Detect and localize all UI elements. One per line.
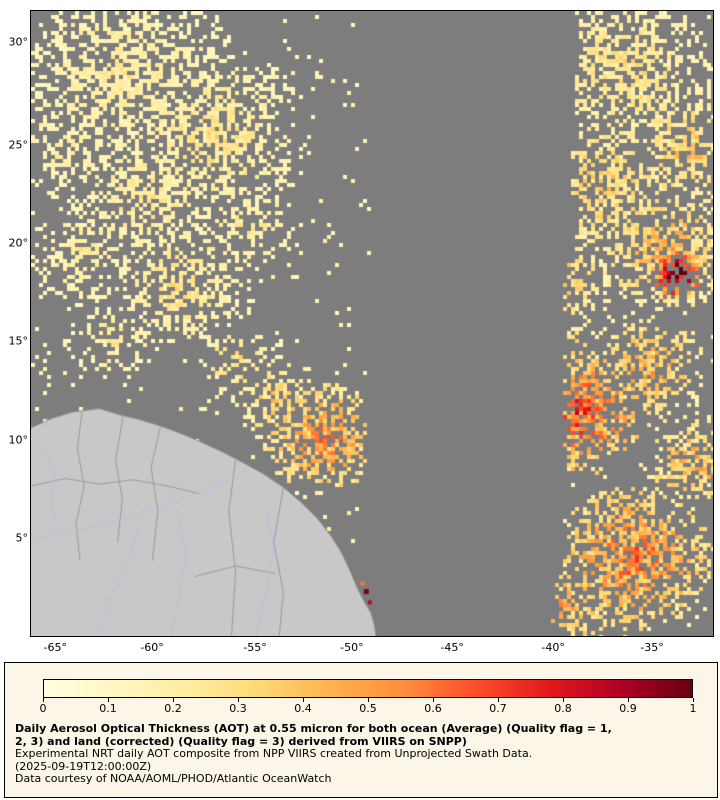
caption-line: Data courtesy of NOAA/AOML/PHOD/Atlantic…: [15, 772, 332, 786]
colorbar-tick-mark: [43, 698, 44, 702]
colorbar-tick-mark: [693, 698, 694, 702]
map-plot: [30, 10, 714, 637]
colorbar-tick-mark: [628, 698, 629, 702]
lon-tick-label: -55°: [243, 641, 267, 654]
lat-tick-label: 15°: [8, 334, 29, 348]
caption: Daily Aerosol Optical Thickness (AOT) at…: [15, 722, 612, 786]
colorbar-tick-mark: [368, 698, 369, 702]
lon-tick-label: -40°: [541, 641, 565, 654]
colorbar-tick-mark: [173, 698, 174, 702]
colorbar-tick-label: 0.8: [554, 702, 572, 715]
lon-tick-label: -65°: [43, 641, 67, 654]
lon-tick-label: -60°: [140, 641, 164, 654]
lat-tick-label: 20°: [8, 236, 29, 250]
colorbar-tick-label: 0.1: [99, 702, 117, 715]
colorbar-ticks: 0 0.1 0.2 0.3 0.4 0.5 0.6 0.7 0.8 0.9 1: [39, 698, 697, 716]
colorbar-tick-mark: [498, 698, 499, 702]
colorbar-tick-label: 0.3: [229, 702, 247, 715]
colorbar-tick-label: 0: [39, 702, 47, 715]
lat-tick-label: 25°: [8, 138, 29, 152]
colorbar-tick-mark: [238, 698, 239, 702]
colorbar-tick-label: 0.5: [359, 702, 377, 715]
legend-panel: 0 0.1 0.2 0.3 0.4 0.5 0.6 0.7 0.8 0.9 1 Daily Aero…: [4, 662, 718, 798]
lat-tick-label: 10°: [8, 433, 29, 447]
colorbar: [43, 679, 693, 698]
lon-tick-label: -35°: [640, 641, 664, 654]
lon-tick-label: -50°: [340, 641, 364, 654]
caption-line: 2, 3) and land (corrected) (Quality flag…: [15, 734, 467, 748]
lat-tick-label: 30°: [8, 35, 29, 49]
colorbar-tick-mark: [563, 698, 564, 702]
colorbar-tick-mark: [433, 698, 434, 702]
colorbar-tick-label: 0.2: [164, 702, 182, 715]
colorbar-tick-label: 0.7: [489, 702, 507, 715]
colorbar-zone: 0 0.1 0.2 0.3 0.4 0.5 0.6 0.7 0.8 0.9 1: [39, 679, 697, 716]
colorbar-tick-label: 1: [689, 702, 697, 715]
colorbar-tick-label: 0.9: [619, 702, 637, 715]
colorbar-tick-mark: [303, 698, 304, 702]
colorbar-tick-label: 0.6: [424, 702, 442, 715]
caption-line: (2025-09-19T12:00:00Z): [15, 759, 152, 773]
lat-tick-label: 5°: [15, 531, 29, 545]
lon-tick-label: -45°: [440, 641, 464, 654]
caption-line: Experimental NRT daily AOT composite fro…: [15, 747, 533, 761]
colorbar-tick-mark: [108, 698, 109, 702]
colorbar-tick-label: 0.4: [294, 702, 312, 715]
aot-map-canvas: [31, 11, 713, 636]
caption-line: Daily Aerosol Optical Thickness (AOT) at…: [15, 722, 612, 735]
